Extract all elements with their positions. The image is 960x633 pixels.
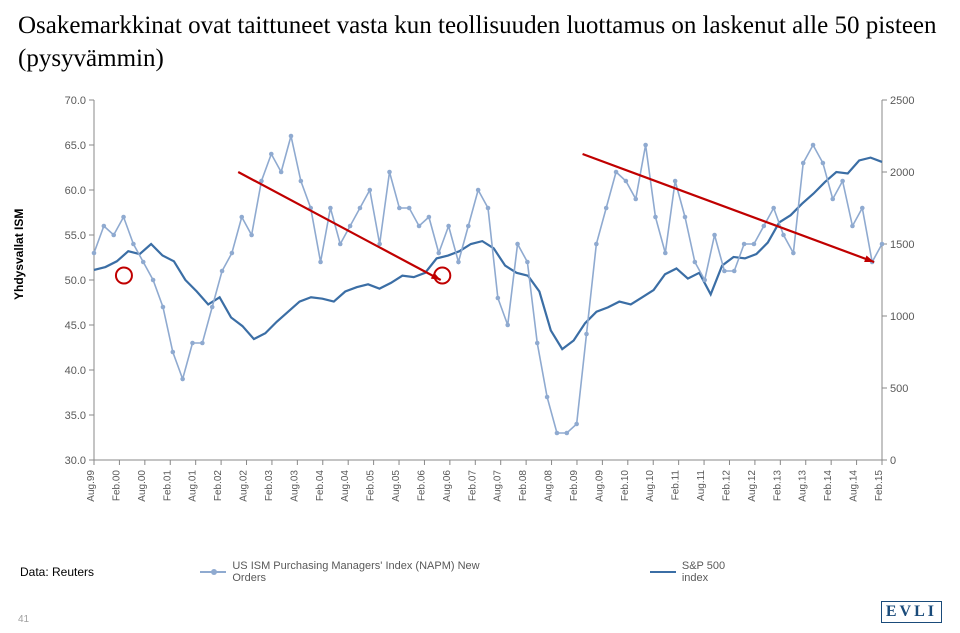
svg-text:45.0: 45.0 [65, 320, 86, 332]
svg-text:Aug.12: Aug.12 [747, 470, 758, 502]
svg-text:Feb.12: Feb.12 [721, 470, 732, 502]
chart-title: Osakemarkkinat ovat taittuneet vasta kun… [0, 0, 960, 75]
svg-text:Aug.01: Aug.01 [188, 470, 199, 502]
logo: EVLI [881, 601, 942, 623]
svg-text:1500: 1500 [890, 239, 914, 251]
svg-text:Feb.01: Feb.01 [162, 470, 173, 502]
svg-text:Aug.07: Aug.07 [493, 470, 504, 502]
svg-text:Aug.09: Aug.09 [594, 470, 605, 502]
svg-text:Feb.15: Feb.15 [874, 470, 885, 502]
svg-text:Feb.07: Feb.07 [467, 470, 478, 502]
svg-text:0: 0 [890, 455, 896, 467]
svg-text:Aug.11: Aug.11 [696, 470, 707, 501]
data-source: Data: Reuters [20, 565, 94, 579]
svg-text:Feb.14: Feb.14 [823, 470, 834, 502]
svg-text:Aug.05: Aug.05 [391, 470, 402, 502]
svg-text:Feb.11: Feb.11 [671, 470, 682, 501]
svg-text:500: 500 [890, 383, 908, 395]
svg-text:1000: 1000 [890, 311, 914, 323]
svg-text:Aug.13: Aug.13 [798, 470, 809, 502]
svg-text:Aug.06: Aug.06 [442, 470, 453, 502]
page-number: 41 [18, 614, 29, 625]
legend-item: S&P 500 index [650, 560, 750, 584]
y-axis-label: Yhdysvallat ISM [12, 209, 26, 300]
svg-text:Aug.03: Aug.03 [289, 470, 300, 502]
legend: US ISM Purchasing Managers' Index (NAPM)… [200, 560, 900, 584]
legend-label: US ISM Purchasing Managers' Index (NAPM)… [232, 560, 499, 584]
svg-text:60.0: 60.0 [65, 185, 86, 197]
svg-text:Aug.99: Aug.99 [86, 470, 97, 502]
svg-text:Feb.03: Feb.03 [264, 470, 275, 502]
svg-text:2000: 2000 [890, 167, 914, 179]
svg-text:Feb.09: Feb.09 [569, 470, 580, 502]
svg-text:30.0: 30.0 [65, 455, 86, 467]
svg-text:Aug.02: Aug.02 [239, 470, 250, 502]
svg-text:Feb.13: Feb.13 [772, 470, 783, 502]
svg-text:Feb.10: Feb.10 [620, 470, 631, 502]
svg-text:Feb.06: Feb.06 [416, 470, 427, 502]
legend-label: S&P 500 index [682, 560, 750, 584]
chart-area: 30.0 35.0 40.0 45.0 50.0 55.0 60.0 65.0 70.0 0 500… [50, 90, 930, 520]
svg-text:Aug.00: Aug.00 [137, 470, 148, 502]
svg-text:Feb.02: Feb.02 [213, 470, 224, 502]
svg-text:65.0: 65.0 [65, 140, 86, 152]
svg-text:70.0: 70.0 [65, 95, 86, 107]
svg-text:Feb.08: Feb.08 [518, 470, 529, 502]
svg-text:Feb.05: Feb.05 [366, 470, 377, 502]
svg-text:55.0: 55.0 [65, 230, 86, 242]
svg-text:Feb.00: Feb.00 [111, 470, 122, 502]
svg-text:Aug.10: Aug.10 [645, 470, 656, 502]
svg-text:Feb.04: Feb.04 [315, 470, 326, 502]
svg-text:Aug.08: Aug.08 [544, 470, 555, 502]
chart-svg: 30.0 35.0 40.0 45.0 50.0 55.0 60.0 65.0 70.0 0 500… [50, 90, 930, 550]
svg-text:Aug.14: Aug.14 [849, 470, 860, 502]
svg-text:50.0: 50.0 [65, 275, 86, 287]
svg-text:40.0: 40.0 [65, 365, 86, 377]
svg-text:Aug.04: Aug.04 [340, 470, 351, 502]
svg-text:2500: 2500 [890, 95, 914, 107]
legend-item: US ISM Purchasing Managers' Index (NAPM)… [200, 560, 500, 584]
svg-text:35.0: 35.0 [65, 410, 86, 422]
